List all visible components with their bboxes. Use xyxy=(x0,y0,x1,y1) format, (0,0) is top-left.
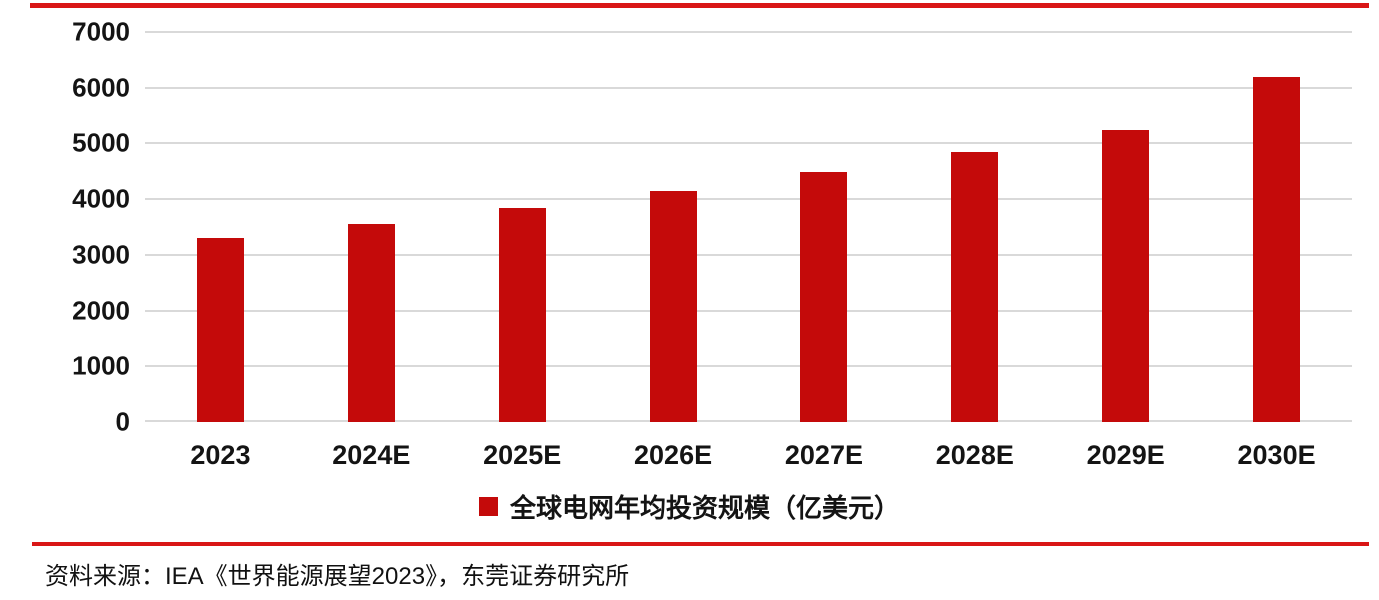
x-tick-label: 2024E xyxy=(332,440,411,470)
bar-slot xyxy=(1050,32,1201,422)
y-axis: 0 1000 2000 3000 4000 5000 6000 7000 xyxy=(0,17,130,437)
bar-slot xyxy=(447,32,598,422)
gridline xyxy=(145,142,1352,145)
x-tick-label: 2026E xyxy=(634,440,713,470)
legend: 全球电网年均投资规模（亿美元） xyxy=(0,488,1379,525)
y-tick-label: 6000 xyxy=(72,72,130,103)
gridline xyxy=(145,86,1352,89)
y-tick-label: 4000 xyxy=(72,183,130,214)
gridline xyxy=(145,253,1352,256)
x-axis-line xyxy=(145,420,1352,422)
gridline xyxy=(145,31,1352,33)
bar-2026E xyxy=(649,190,697,422)
bottom-accent-rule xyxy=(32,542,1369,546)
y-tick-label: 0 xyxy=(115,406,130,437)
x-tick-label: 2025E xyxy=(483,440,562,470)
bars-layer xyxy=(145,32,1352,422)
bar-slot xyxy=(598,32,749,422)
legend-label: 全球电网年均投资规模（亿美元） xyxy=(509,493,900,523)
bar-2030E xyxy=(1253,76,1301,422)
bar-slot xyxy=(145,32,296,422)
bar-2027E xyxy=(800,171,848,422)
top-accent-rule xyxy=(30,3,1369,8)
bar-slot xyxy=(749,32,900,422)
y-tick-label: 3000 xyxy=(72,239,130,270)
source-note: 资料来源：IEA《世界能源展望2023》，东莞证券研究所 xyxy=(45,563,630,590)
x-axis-labels: 2023 2024E 2025E 2026E 2027E 2028E 2029E 2030E xyxy=(145,440,1352,471)
gridline xyxy=(145,198,1352,201)
bar-slot xyxy=(899,32,1050,422)
x-tick-label: 2027E xyxy=(784,440,863,470)
y-tick-label: 2000 xyxy=(72,295,130,326)
bar-2025E xyxy=(498,207,546,422)
bar-slot xyxy=(1201,32,1352,422)
gridline xyxy=(145,365,1352,368)
bar-slot xyxy=(296,32,447,422)
plot-area xyxy=(145,31,1352,422)
legend-swatch-icon xyxy=(478,497,498,516)
y-tick-label: 5000 xyxy=(72,127,130,158)
bar-2028E xyxy=(951,151,999,422)
bar-2023 xyxy=(196,238,244,422)
y-tick-label: 7000 xyxy=(72,16,130,47)
x-tick-label: 2028E xyxy=(935,440,1014,470)
x-tick-label: 2029E xyxy=(1086,440,1165,470)
x-tick-label: 2030E xyxy=(1237,440,1316,470)
bar-2029E xyxy=(1102,130,1150,422)
bar-2024E xyxy=(347,223,395,422)
y-tick-label: 1000 xyxy=(72,350,130,381)
x-tick-label: 2023 xyxy=(190,440,251,470)
gridline xyxy=(145,309,1352,312)
